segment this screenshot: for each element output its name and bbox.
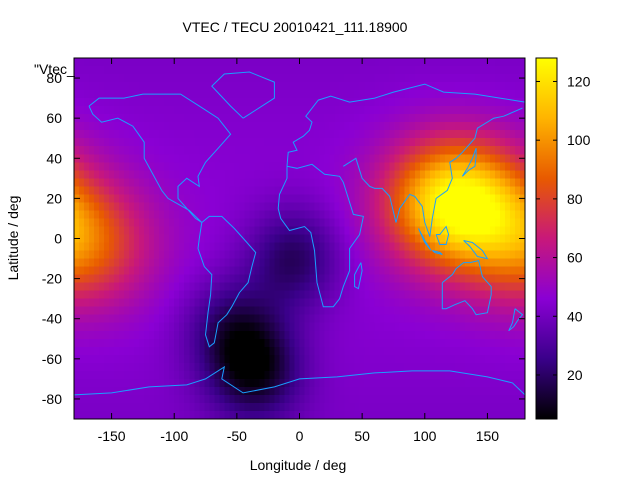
x-axis-ticks: -150 -100 -50 0 50 100 150 — [98, 58, 500, 444]
x-tick-label: 0 — [296, 428, 304, 444]
coastline-segment — [418, 228, 432, 251]
y-axis-ticks: -80 -60 -40 -20 0 20 40 60 80 — [42, 70, 525, 407]
coastline-segment — [431, 250, 443, 255]
x-tick-label: -150 — [98, 428, 126, 444]
colorbar: 20 40 60 80 100 120 — [535, 57, 591, 420]
y-tick-label: 80 — [46, 70, 62, 86]
colorbar-tick-label: 80 — [567, 191, 583, 207]
y-tick-label: 0 — [54, 231, 62, 247]
colorbar-tick-label: 100 — [567, 132, 591, 148]
x-axis-label: Longitude / deg — [250, 457, 347, 473]
colorbar-tick-label: 40 — [567, 308, 583, 324]
y-tick-label: -80 — [42, 391, 62, 407]
y-tick-label: 60 — [46, 110, 62, 126]
y-tick-label: -60 — [42, 351, 62, 367]
coastline-segment — [435, 225, 450, 245]
x-tick-label: 150 — [476, 428, 500, 444]
chart-title: VTEC / TECU 20010421_111.18900 — [183, 19, 408, 35]
y-tick-label: -40 — [42, 311, 62, 327]
coastline-segment — [286, 83, 526, 167]
colorbar-ticks: 20 40 60 80 100 120 — [536, 73, 591, 383]
y-tick-label: 40 — [46, 150, 62, 166]
coastline-segment — [463, 240, 489, 260]
x-tick-label: 100 — [413, 428, 437, 444]
x-tick-label: -100 — [160, 428, 188, 444]
corner-series-label: "Vtec_ — [34, 61, 75, 77]
y-tick-label: -20 — [42, 271, 62, 287]
colorbar-gradient — [535, 57, 558, 420]
coastline-segment — [461, 148, 477, 177]
colorbar-tick-label: 120 — [567, 73, 591, 89]
x-tick-label: -50 — [227, 428, 247, 444]
coastlines — [73, 71, 526, 396]
coastline-segment — [73, 365, 526, 396]
coastline-segment — [211, 71, 275, 119]
coastline-segment — [508, 308, 524, 332]
y-axis-label: Latitude / deg — [5, 196, 21, 281]
colorbar-tick-label: 20 — [567, 367, 583, 383]
colorbar-tick-label: 60 — [567, 250, 583, 266]
coastline-segment — [354, 262, 363, 290]
y-tick-label: 20 — [46, 190, 62, 206]
coastline-segment — [197, 215, 257, 348]
x-tick-label: 50 — [354, 428, 370, 444]
coastline-segment — [343, 107, 523, 237]
coastline-segment — [277, 163, 364, 308]
heatmap-plot-area: -150 -100 -50 0 50 100 150 -80 -60 -40 -20 0 20 40 60… — [42, 57, 526, 444]
coastline-segment — [88, 93, 232, 223]
coastline-segment — [441, 260, 492, 316]
heatmap-image — [74, 58, 525, 419]
